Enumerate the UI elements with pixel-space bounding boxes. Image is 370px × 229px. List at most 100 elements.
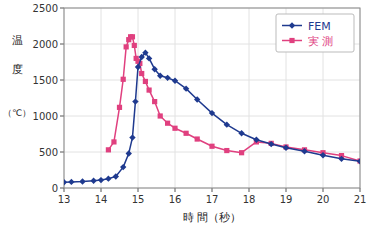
point <box>120 164 126 170</box>
y-tick-label: 1500 <box>33 75 58 86</box>
point <box>165 121 170 126</box>
point <box>64 179 67 185</box>
point <box>124 44 129 49</box>
plot-frame <box>64 8 360 188</box>
point <box>172 78 178 84</box>
point <box>283 144 289 150</box>
point <box>90 178 96 184</box>
x-tick <box>286 188 287 192</box>
point <box>79 178 85 184</box>
chart: 13141516171819202105001000150020002500時 … <box>0 0 370 229</box>
point <box>106 147 111 152</box>
point <box>320 152 326 158</box>
point <box>126 150 132 156</box>
x-tick <box>101 188 102 192</box>
y-tick-label: 2500 <box>33 3 58 14</box>
point <box>239 150 244 155</box>
x-tick <box>212 188 213 192</box>
point <box>113 173 119 179</box>
point <box>194 96 200 102</box>
x-axis-label: 時 間（秒） <box>183 211 242 224</box>
series-line <box>64 53 360 183</box>
point <box>130 34 135 39</box>
point <box>184 131 189 136</box>
legend-marker <box>289 22 295 28</box>
legend-label: 実 測 <box>308 35 334 48</box>
point <box>121 77 126 82</box>
legend-label: FEM <box>308 20 331 33</box>
point <box>209 110 215 116</box>
x-tick-label: 15 <box>132 194 145 205</box>
x-tick-label: 21 <box>354 194 367 205</box>
point <box>142 49 148 55</box>
y-tick <box>60 152 64 153</box>
point <box>143 79 148 84</box>
x-grid-line <box>101 8 102 188</box>
x-tick-label: 14 <box>95 194 108 205</box>
point <box>105 175 111 181</box>
point <box>151 66 157 72</box>
point <box>135 64 141 70</box>
point <box>357 158 360 163</box>
point <box>158 113 163 118</box>
point <box>132 98 138 104</box>
point <box>183 85 189 91</box>
y-tick <box>60 44 64 45</box>
point <box>301 148 307 154</box>
y-tick-label: 1000 <box>33 111 58 122</box>
point <box>357 158 360 164</box>
point <box>172 126 177 131</box>
plot-area <box>64 34 360 185</box>
point <box>147 87 152 92</box>
point <box>139 54 145 60</box>
point <box>209 144 214 149</box>
y-tick-label: 500 <box>39 147 58 158</box>
legend: FEM 実 測 <box>276 14 354 52</box>
x-grid-line <box>175 8 176 188</box>
y-tick-label: 2000 <box>33 39 58 50</box>
y-tick <box>60 80 64 81</box>
x-tick-label: 17 <box>206 194 219 205</box>
series <box>64 49 360 185</box>
y-tick <box>60 116 64 117</box>
x-tick-label: 20 <box>317 194 330 205</box>
point <box>98 177 104 183</box>
y-tick <box>60 188 64 189</box>
x-tick <box>249 188 250 192</box>
point <box>253 137 259 143</box>
point <box>157 72 163 78</box>
point <box>139 71 144 76</box>
y-axis-label: 温 <box>12 34 23 47</box>
point <box>68 179 74 185</box>
point <box>224 148 229 153</box>
y-axis-label: 度 <box>12 63 23 76</box>
legend-marker <box>289 38 294 43</box>
x-tick-label: 16 <box>169 194 182 205</box>
point <box>338 156 344 162</box>
point <box>129 134 135 140</box>
y-tick <box>60 8 64 9</box>
grid <box>64 8 360 188</box>
legend-box <box>276 14 354 52</box>
x-tick <box>138 188 139 192</box>
series-line <box>108 37 360 161</box>
x-grid-line <box>212 8 213 188</box>
point <box>132 43 137 48</box>
point <box>224 121 230 127</box>
x-grid-line <box>249 8 250 188</box>
y-axis-label: （℃） <box>3 108 31 118</box>
x-tick-label: 13 <box>58 194 71 205</box>
point <box>117 105 122 110</box>
point <box>164 75 170 81</box>
x-tick <box>360 188 361 192</box>
series <box>106 34 360 163</box>
point <box>238 130 244 136</box>
point <box>152 99 157 104</box>
y-tick-label: 0 <box>52 183 58 194</box>
x-tick-label: 18 <box>243 194 256 205</box>
x-grid-line <box>138 8 139 188</box>
x-tick <box>323 188 324 192</box>
point <box>268 141 274 147</box>
x-tick <box>64 188 65 192</box>
point <box>146 55 152 61</box>
